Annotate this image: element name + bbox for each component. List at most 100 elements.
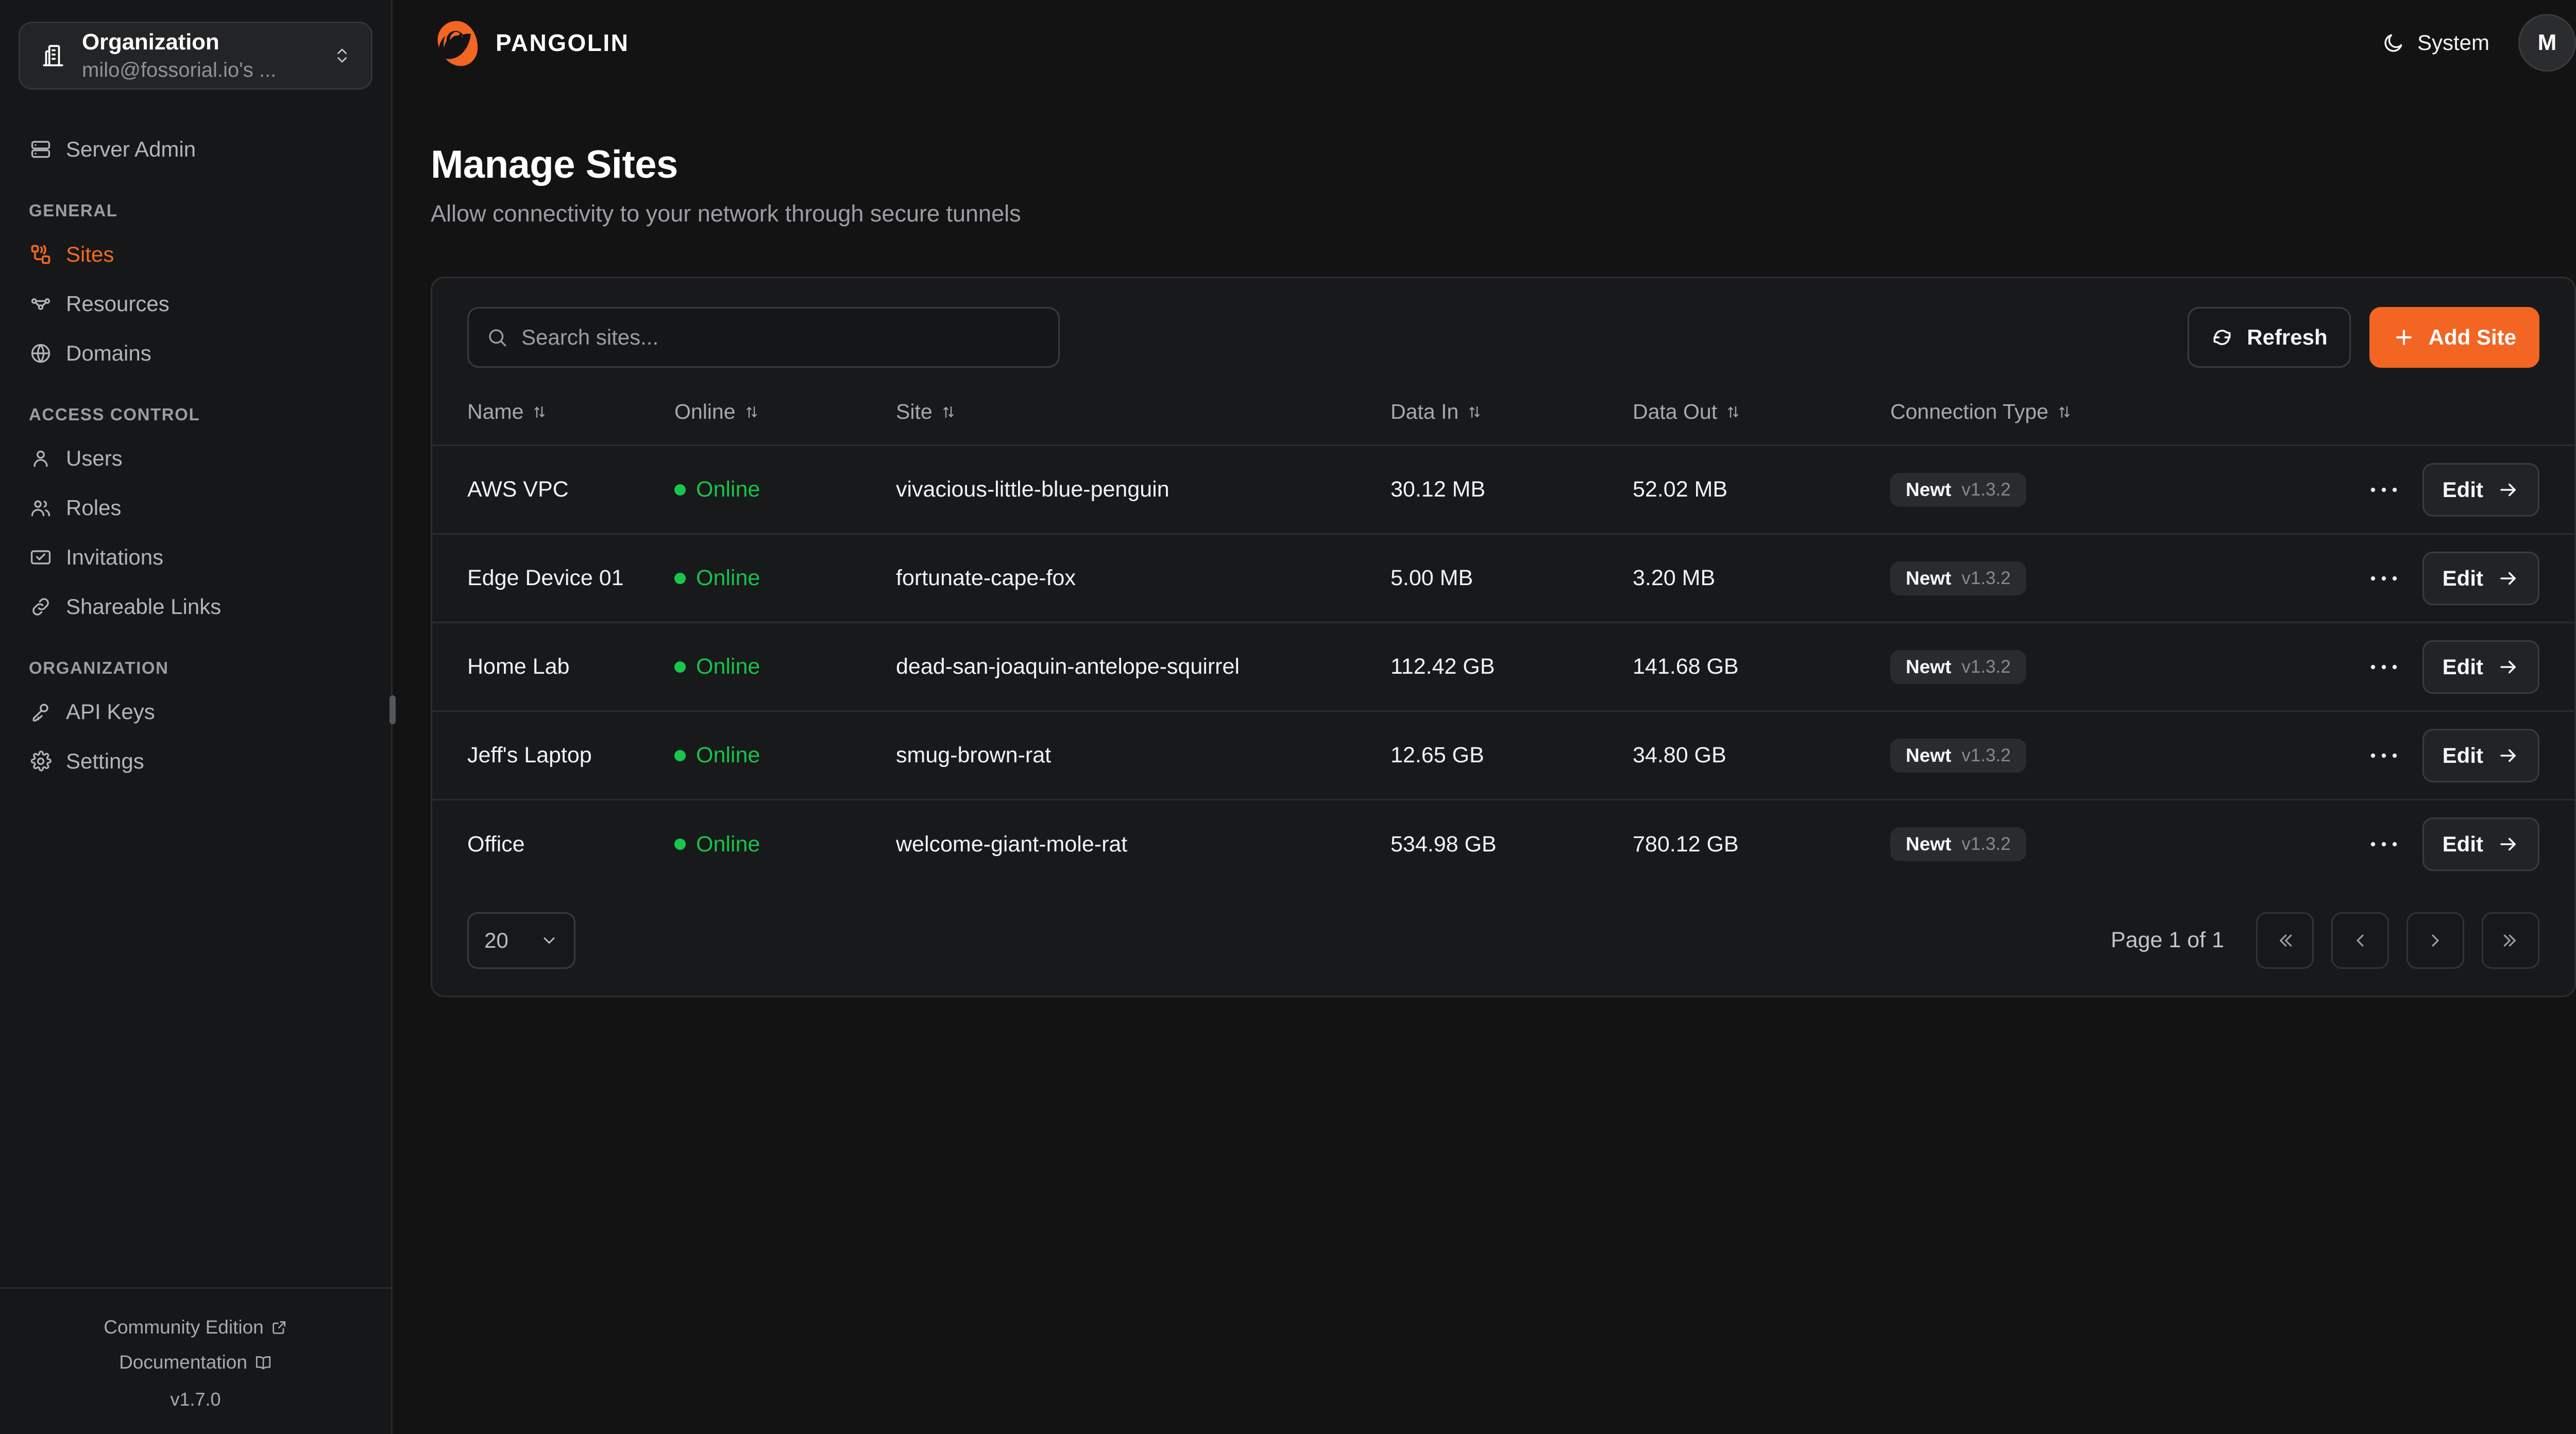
refresh-label: Refresh <box>2247 325 2328 349</box>
connection-type-badge: Newt v1.3.2 <box>1890 472 2026 507</box>
sidebar-item-sites[interactable]: Sites <box>15 230 376 279</box>
moon-icon <box>2382 31 2405 54</box>
row-edit-button[interactable]: Edit <box>2422 817 2539 872</box>
gear-icon <box>29 749 53 773</box>
column-header-connection-type[interactable]: Connection Type <box>1890 387 2261 446</box>
last-page-button[interactable] <box>2482 912 2539 969</box>
server-icon <box>29 138 53 161</box>
org-subtitle: milo@fossorial.io's ... <box>82 58 277 81</box>
row-edit-button[interactable]: Edit <box>2422 463 2539 517</box>
sidebar-item-resources[interactable]: Resources <box>15 279 376 329</box>
column-header-site[interactable]: Site <box>896 387 1391 446</box>
table-row[interactable]: Jeff's Laptop Online smug-brown-rat 12.65 G… <box>432 710 2574 800</box>
column-header-online[interactable]: Online <box>674 387 896 446</box>
sidebar-item-domains[interactable]: Domains <box>15 329 376 378</box>
row-edit-button[interactable]: Edit <box>2422 551 2539 605</box>
theme-toggle[interactable]: System <box>2382 30 2489 55</box>
avatar[interactable]: M <box>2518 14 2576 72</box>
cell-connection-type: Newt v1.3.2 <box>1890 622 2261 711</box>
row-menu-button[interactable] <box>2364 558 2404 599</box>
cell-data-out: 3.20 MB <box>1633 533 1890 623</box>
add-site-button[interactable]: Add Site <box>2369 307 2539 368</box>
row-menu-button[interactable] <box>2364 470 2404 510</box>
sidebar-item-api-keys[interactable]: API Keys <box>15 687 376 737</box>
next-page-button[interactable] <box>2406 912 2464 969</box>
column-header-name[interactable]: Name <box>432 387 674 446</box>
sort-arrows-icon <box>2057 403 2072 421</box>
brand-name: PANGOLIN <box>496 29 630 56</box>
community-edition-link[interactable]: Community Edition <box>104 1317 287 1338</box>
status-dot-icon <box>674 661 686 673</box>
cell-online: Online <box>674 533 896 623</box>
table-footer: 20 Page 1 of 1 <box>432 889 2574 996</box>
connection-type-badge: Newt v1.3.2 <box>1890 827 2026 862</box>
sidebar-resize-handle[interactable] <box>389 695 396 724</box>
connection-type-badge: Newt v1.3.2 <box>1890 561 2026 595</box>
column-label: Connection Type <box>1890 400 2048 423</box>
status-dot-icon <box>674 749 686 761</box>
cell-site: welcome-giant-mole-rat <box>896 799 1391 889</box>
sidebar-item-label: Users <box>66 446 123 470</box>
link-icon <box>29 595 53 619</box>
refresh-icon <box>2211 326 2233 349</box>
brand[interactable]: PANGOLIN <box>431 18 629 67</box>
first-page-button[interactable] <box>2256 912 2314 969</box>
sidebar-item-server-admin[interactable]: Server Admin <box>15 125 376 174</box>
arrow-right-icon <box>2498 568 2519 589</box>
cell-data-in: 30.12 MB <box>1391 445 1633 534</box>
cell-data-out: 52.02 MB <box>1633 445 1890 534</box>
column-header-data-out[interactable]: Data Out <box>1633 387 1890 446</box>
row-menu-button[interactable] <box>2364 824 2404 864</box>
search-input[interactable]: Search sites... <box>467 307 1060 368</box>
sidebar-item-label: Server Admin <box>66 137 196 161</box>
sidebar-item-label: Roles <box>66 496 122 520</box>
rows-per-page-select[interactable]: 20 <box>467 912 575 969</box>
connection-type-name: Newt <box>1906 744 1952 766</box>
sidebar-item-shareable-links[interactable]: Shareable Links <box>15 582 376 631</box>
users-icon <box>29 496 53 520</box>
sidebar: Organization milo@fossorial.io's ... Ser… <box>0 0 396 1434</box>
table-row[interactable]: Office Online welcome-giant-mole-rat 534.98… <box>432 799 2574 889</box>
sidebar-section-title-access-control: ACCESS CONTROL <box>29 405 200 424</box>
table-row[interactable]: Edge Device 01 Online fortunate-cape-fox 5.… <box>432 533 2574 623</box>
row-edit-label: Edit <box>2442 743 2483 767</box>
page-content: Manage Sites Allow connectivity to your … <box>393 86 2576 997</box>
sort-arrows-icon <box>1467 403 1482 421</box>
card-action-buttons: Refresh Add Site <box>2188 307 2539 368</box>
connection-type-badge: Newt v1.3.2 <box>1890 650 2026 684</box>
sidebar-item-roles[interactable]: Roles <box>15 483 376 533</box>
table-row[interactable]: AWS VPC Online vivacious-little-blue-pengu… <box>432 445 2574 534</box>
cell-data-in: 534.98 GB <box>1391 799 1633 889</box>
previous-page-button[interactable] <box>2331 912 2389 969</box>
add-site-label: Add Site <box>2428 325 2516 349</box>
refresh-button[interactable]: Refresh <box>2188 307 2351 368</box>
theme-label: System <box>2417 30 2489 55</box>
row-edit-button[interactable]: Edit <box>2422 728 2539 782</box>
search-placeholder: Search sites... <box>521 325 659 349</box>
sort-arrows-icon <box>941 403 956 421</box>
column-header-data-in[interactable]: Data In <box>1391 387 1633 446</box>
arrow-right-icon <box>2498 833 2519 855</box>
search-icon <box>486 327 508 348</box>
mail-check-icon <box>29 545 53 569</box>
arrow-right-icon <box>2498 745 2519 766</box>
documentation-link[interactable]: Documentation <box>119 1352 272 1373</box>
connection-type-name: Newt <box>1906 567 1952 589</box>
cell-online: Online <box>674 622 896 711</box>
cell-actions: Edit <box>2261 622 2574 711</box>
sort-arrows-icon <box>532 403 547 421</box>
sidebar-item-users[interactable]: Users <box>15 434 376 483</box>
cell-name: Office <box>432 799 674 889</box>
row-menu-button[interactable] <box>2364 736 2404 776</box>
org-switcher[interactable]: Organization milo@fossorial.io's ... <box>19 22 372 90</box>
status-badge: Online <box>696 566 760 590</box>
cell-connection-type: Newt v1.3.2 <box>1890 445 2261 534</box>
row-menu-button[interactable] <box>2364 647 2404 687</box>
column-label: Data Out <box>1633 400 1718 423</box>
sidebar-item-invitations[interactable]: Invitations <box>15 533 376 582</box>
status-badge: Online <box>696 477 760 502</box>
table-row[interactable]: Home Lab Online dead-san-joaquin-antelope-… <box>432 622 2574 711</box>
community-edition-label: Community Edition <box>104 1317 264 1338</box>
sidebar-item-settings[interactable]: Settings <box>15 737 376 786</box>
row-edit-button[interactable]: Edit <box>2422 640 2539 694</box>
